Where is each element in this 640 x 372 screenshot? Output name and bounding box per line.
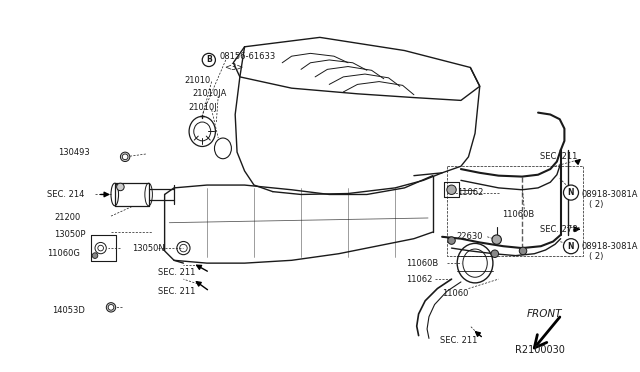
Text: 130493: 130493 [58, 148, 90, 157]
Circle shape [92, 253, 98, 259]
Text: 21010: 21010 [184, 76, 211, 85]
Circle shape [106, 303, 116, 312]
Text: B: B [206, 55, 212, 64]
Text: R2100030: R2100030 [515, 345, 565, 355]
Text: 21010JA: 21010JA [192, 89, 227, 98]
Text: 14053D: 14053D [52, 306, 84, 315]
Text: SEC. 211: SEC. 211 [158, 287, 195, 296]
Circle shape [120, 152, 130, 161]
Text: N: N [568, 188, 574, 197]
Text: 11060B: 11060B [502, 210, 534, 219]
Circle shape [519, 247, 527, 255]
Text: SEC. 211: SEC. 211 [440, 336, 477, 345]
Circle shape [492, 235, 501, 244]
Text: ( 2): ( 2) [589, 200, 604, 209]
Circle shape [448, 237, 455, 244]
Text: 11062: 11062 [457, 188, 484, 197]
Circle shape [447, 185, 456, 195]
Circle shape [108, 305, 114, 310]
Text: 11060G: 11060G [47, 249, 80, 258]
Text: ( 2): ( 2) [589, 252, 604, 261]
Circle shape [563, 185, 579, 200]
Text: 08918-3081A: 08918-3081A [581, 242, 638, 251]
Text: 22630: 22630 [456, 232, 483, 241]
Text: SEC. 214: SEC. 214 [47, 190, 84, 199]
Text: <3>: <3> [224, 63, 243, 72]
Circle shape [491, 250, 499, 257]
Text: 11062: 11062 [406, 275, 433, 283]
Text: 21010J: 21010J [188, 103, 217, 112]
Text: 21200: 21200 [54, 214, 81, 222]
Text: 13050N: 13050N [132, 244, 164, 253]
Text: 08918-3081A: 08918-3081A [581, 190, 638, 199]
Text: N: N [568, 242, 574, 251]
Circle shape [122, 154, 128, 160]
Text: SEC. 278: SEC. 278 [540, 225, 577, 234]
Text: SEC. 211: SEC. 211 [540, 153, 577, 161]
Text: 13050P: 13050P [54, 230, 86, 240]
Text: 11060B: 11060B [406, 259, 438, 267]
Circle shape [116, 183, 124, 191]
Text: 08156-61633: 08156-61633 [219, 52, 275, 61]
Text: FRONT: FRONT [527, 309, 563, 319]
Text: SEC. 211: SEC. 211 [158, 268, 195, 277]
Circle shape [202, 53, 216, 67]
Text: 11060: 11060 [442, 289, 468, 298]
Circle shape [563, 239, 579, 254]
